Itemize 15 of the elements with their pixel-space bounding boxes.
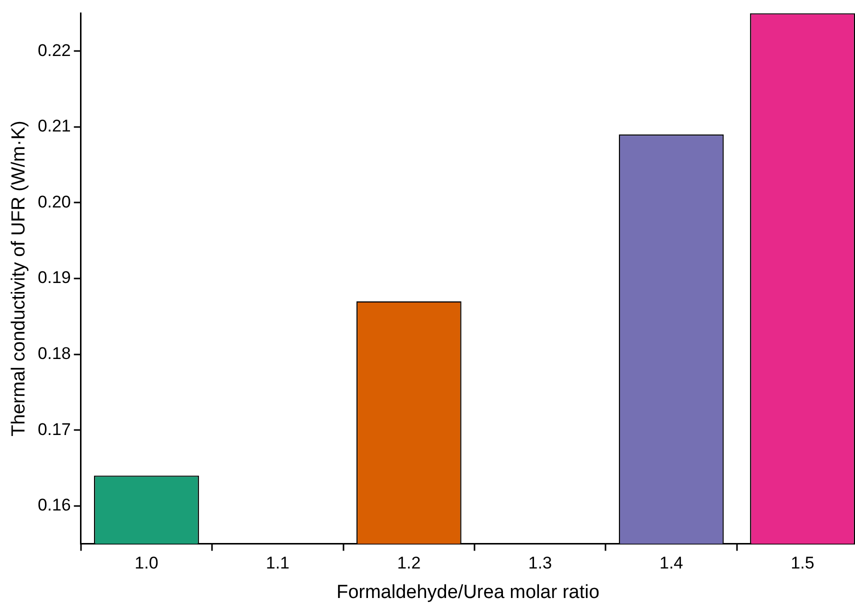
y-tick-label: 0.19 — [38, 268, 71, 288]
y-tick-label: 0.17 — [38, 420, 71, 439]
x-axis-title: Formaldehyde/Urea molar ratio — [336, 582, 600, 603]
x-tick-label: 1.3 — [528, 554, 552, 573]
x-tick-label: 1.5 — [790, 554, 814, 573]
x-tick-label: 1.0 — [134, 554, 158, 573]
y-tick-label: 0.18 — [38, 344, 71, 363]
y-axis-title: Thermal conductivity of UFR (W/m·K) — [8, 120, 30, 436]
y-tick-label: 0.16 — [38, 496, 71, 515]
x-tick-label: 1.1 — [266, 554, 290, 573]
x-tick-label: 1.4 — [659, 554, 684, 573]
x-tick-label: 1.2 — [397, 554, 421, 573]
y-tick-label: 0.22 — [38, 40, 71, 60]
y-tick-label: 0.20 — [38, 192, 71, 212]
y-tick-label: 0.21 — [38, 116, 71, 136]
